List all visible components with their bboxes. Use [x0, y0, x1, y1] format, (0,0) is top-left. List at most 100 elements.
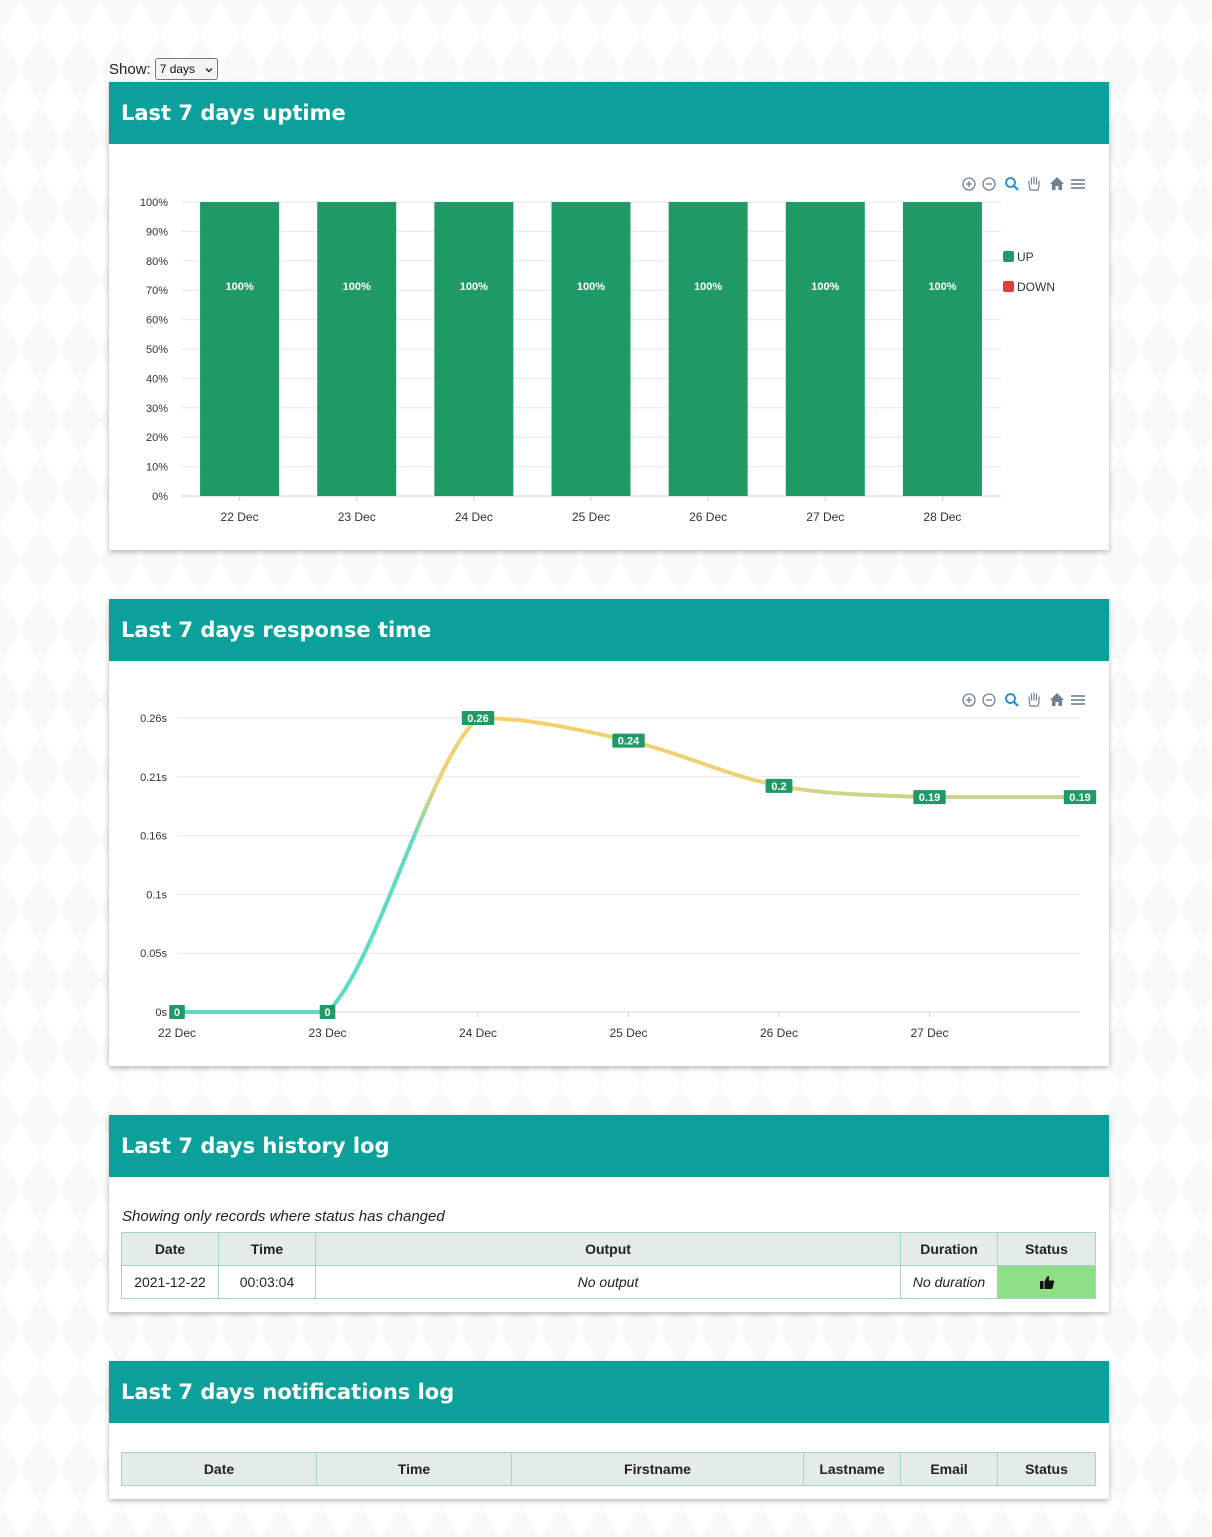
response-line [175, 715, 1082, 1014]
legend-marker [1003, 251, 1014, 262]
thumbs-up-icon [1039, 1274, 1055, 1290]
x-tick-label: 27 Dec [806, 510, 844, 524]
col-time: Time [316, 1452, 512, 1486]
y-tick-label: 30% [146, 403, 168, 415]
y-tick-label: 0.1s [146, 889, 167, 901]
bar-data-label: 100% [811, 281, 839, 293]
uptime-bar-up [785, 202, 865, 496]
x-tick-label: 25 Dec [609, 1026, 647, 1040]
zoom-in-icon[interactable] [962, 177, 976, 191]
menu-icon[interactable] [1071, 695, 1085, 705]
pan-hand-icon[interactable] [1028, 692, 1040, 707]
uptime-bar-up [902, 202, 982, 496]
bar-data-label: 100% [226, 281, 254, 293]
point-data-label: 0.2 [765, 778, 793, 793]
legend-marker [1003, 281, 1014, 292]
uptime-bar-up [668, 202, 748, 496]
data-label-box [765, 778, 793, 793]
uptime-chart: 0% 10% 20% 30% 40% 50% 60% 70% 80% 90% 100% 100% 22… [140, 176, 1085, 524]
cell-output: No output [315, 1265, 901, 1299]
history-panel: Last 7 days history log Showing only rec… [109, 1115, 1109, 1312]
table-row: 2021-12-22 00:03:04 No output No duratio… [121, 1265, 1096, 1299]
uptime-bar-up [551, 202, 631, 496]
uptime-panel-title: Last 7 days uptime [109, 82, 1109, 144]
response-panel-title: Last 7 days response time [109, 599, 1109, 661]
y-tick-label: 60% [146, 315, 168, 327]
menu-icon[interactable] [1071, 179, 1085, 189]
point-data-label: 0 [319, 1005, 336, 1019]
pan-hand-icon[interactable] [1028, 176, 1040, 191]
y-tick-label: 80% [146, 256, 168, 268]
bar-data-label: 100% [460, 281, 488, 293]
data-label-box [913, 790, 946, 805]
data-label-text: 0.26 [467, 713, 488, 725]
period-select[interactable]: 7 days [154, 58, 219, 80]
y-tick-label: 0.21s [140, 772, 167, 784]
col-firstname: Firstname [511, 1452, 804, 1486]
zoom-out-icon[interactable] [982, 693, 996, 707]
uptime-bar-up [200, 202, 280, 496]
y-tick-label: 10% [146, 462, 168, 474]
data-label-text: 0.24 [618, 736, 640, 748]
uptime-panel: Last 7 days uptime 0% 10% 20% 30% 40% 50% 60% 7… [109, 82, 1109, 550]
x-tick-label: 22 Dec [158, 1026, 196, 1040]
x-tick-label: 24 Dec [459, 1026, 497, 1040]
y-tick-label: 0.16s [140, 831, 167, 843]
y-tick-label: 20% [146, 432, 168, 444]
data-label-box [169, 1005, 185, 1019]
data-label-box [461, 711, 495, 725]
home-icon[interactable] [1050, 177, 1064, 190]
legend-item-down[interactable]: DOWN [1003, 280, 1055, 294]
point-data-label: 0.24 [612, 733, 645, 748]
y-tick-label: 0.05s [140, 948, 167, 960]
x-tick-label: 22 Dec [221, 510, 259, 524]
point-data-label: 0.19 [1063, 790, 1097, 805]
col-date: Date [121, 1452, 317, 1486]
col-status: Status [997, 1452, 1096, 1486]
col-time: Time [218, 1232, 316, 1266]
cell-duration: No duration [900, 1265, 998, 1299]
col-status: Status [997, 1232, 1096, 1266]
col-output: Output [315, 1232, 901, 1266]
notifications-panel: Last 7 days notifications log Date Time … [109, 1361, 1109, 1499]
x-tick-label: 26 Dec [760, 1026, 798, 1040]
bar-data-label: 100% [577, 281, 605, 293]
data-label-box [1063, 790, 1097, 805]
data-label-text: 0.19 [1069, 792, 1090, 804]
bar-data-label: 100% [928, 281, 956, 293]
data-label-text: 0.2 [771, 781, 786, 793]
response-panel: Last 7 days response time 0s 0.05s 0.1s 0.1… [109, 599, 1109, 1066]
magnifier-icon[interactable] [1005, 693, 1019, 707]
x-tick-label: 24 Dec [455, 510, 493, 524]
point-data-label: 0.19 [913, 790, 946, 805]
bar-data-label: 100% [343, 281, 371, 293]
chevron-down-icon [205, 62, 213, 76]
history-header-row: Date Time Output Duration Status [121, 1232, 1096, 1266]
y-tick-label: 40% [146, 373, 168, 385]
home-icon[interactable] [1050, 693, 1064, 706]
data-label-text: 0.19 [919, 792, 940, 804]
cell-status [997, 1265, 1096, 1299]
x-tick-label: 23 Dec [338, 510, 376, 524]
zoom-in-icon[interactable] [962, 693, 976, 707]
magnifier-icon[interactable] [1005, 177, 1019, 191]
data-label-text: 0 [324, 1007, 330, 1019]
show-filter: Show: 7 days [109, 58, 219, 80]
data-label-box [612, 733, 645, 748]
point-data-label: 0 [169, 1005, 185, 1019]
point-data-label: 0.26 [461, 711, 495, 725]
y-tick-label: 90% [146, 226, 168, 238]
notifications-header-row: Date Time Firstname Lastname Email Statu… [121, 1452, 1096, 1486]
show-label: Show: [109, 60, 151, 78]
y-tick-label: 0% [152, 491, 168, 503]
x-tick-label: 27 Dec [910, 1026, 948, 1040]
legend-label: UP [1017, 250, 1034, 264]
notifications-panel-title: Last 7 days notifications log [109, 1361, 1109, 1423]
x-tick-label: 28 Dec [923, 510, 961, 524]
y-tick-label: 50% [146, 344, 168, 356]
zoom-out-icon[interactable] [982, 177, 996, 191]
notifications-table: Date Time Firstname Lastname Email Statu… [121, 1452, 1096, 1486]
x-tick-label: 25 Dec [572, 510, 610, 524]
legend-item-up[interactable]: UP [1003, 250, 1034, 264]
x-tick-label: 26 Dec [689, 510, 727, 524]
